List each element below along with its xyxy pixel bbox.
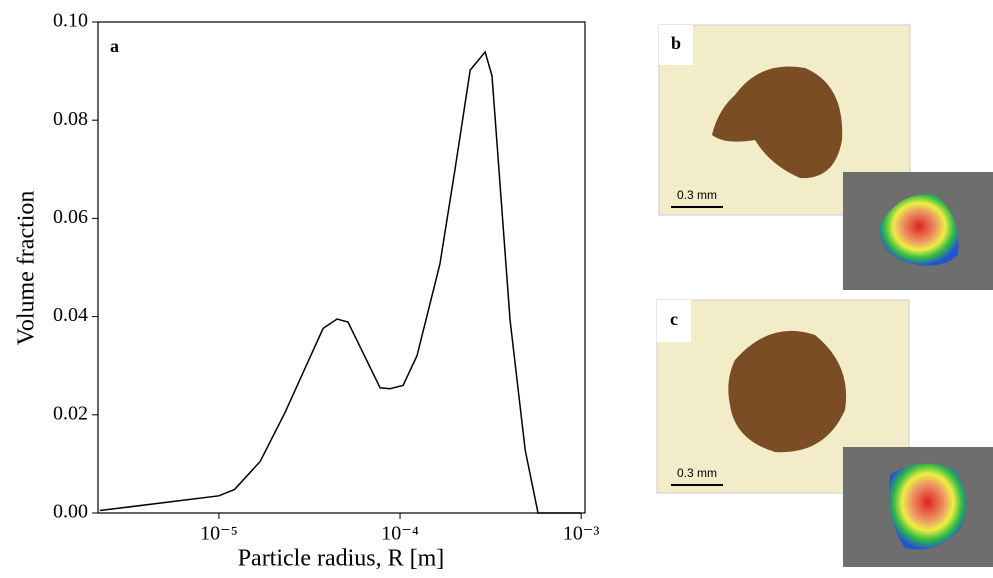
y-tick-label: 0.06 — [53, 206, 88, 228]
x-tick-label: 10⁻⁴ — [381, 523, 419, 545]
y-tick-label: 0.02 — [53, 402, 88, 424]
y-tick-label: 0.08 — [53, 108, 88, 130]
y-tick-label: 0.04 — [53, 304, 88, 326]
x-tick-label: 10⁻⁵ — [200, 523, 238, 545]
data-line — [99, 50, 582, 514]
photo-c: c 0.3 mm — [656, 299, 993, 567]
photo-b: b 0.3 mm — [658, 24, 993, 290]
scale-bar-label: 0.3 mm — [677, 188, 717, 202]
y-axis-label: Volume fraction — [14, 191, 40, 346]
panel-label: b — [671, 33, 681, 53]
panel-label: a — [110, 36, 119, 56]
scale-bar-label: 0.3 mm — [677, 466, 717, 480]
y-tick-label: 0.00 — [53, 501, 88, 523]
plot-frame — [97, 21, 586, 514]
x-axis-label: Particle radius, R [m] — [238, 546, 445, 572]
y-tick-label: 0.10 — [53, 10, 88, 32]
x-tick-label: 10⁻³ — [563, 523, 600, 545]
panel-label: c — [670, 309, 678, 329]
